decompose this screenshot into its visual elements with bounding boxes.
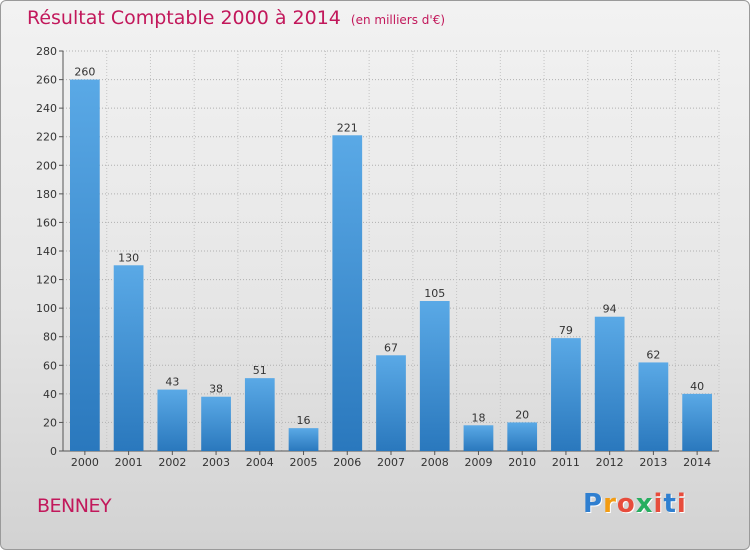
x-tick-label-2000: 2000 [71,456,99,469]
x-tick-label-2003: 2003 [202,456,230,469]
logo-letter: r [603,489,617,519]
data-label-2007: 67 [384,341,398,354]
x-tick-label-2008: 2008 [421,456,449,469]
bar-2002 [157,389,188,451]
proxiti-logo: Proxiti [583,489,687,519]
data-label-2000: 260 [74,66,95,79]
y-tick-label: 40 [43,388,57,401]
data-label-2014: 40 [690,380,704,393]
data-label-2012: 94 [603,303,617,316]
x-tick-label-2006: 2006 [333,456,361,469]
y-tick-label: 60 [43,359,57,372]
x-tick-label-2005: 2005 [290,456,318,469]
commune-name: BENNEY [37,495,112,517]
data-label-2013: 62 [646,348,660,361]
bar-2007 [376,355,406,451]
title-text: Résultat Comptable 2000 à 2014 [27,7,341,29]
bar-2009 [463,425,494,451]
data-label-2009: 18 [471,411,485,424]
x-tick-label-2002: 2002 [158,456,186,469]
x-tick-label-2013: 2013 [639,456,667,469]
y-tick-label: 80 [43,331,57,344]
x-tick-label-2010: 2010 [508,456,536,469]
logo-letter: i [676,489,687,519]
data-label-2004: 51 [253,364,267,377]
bar-2014 [682,393,713,451]
logo-letter: t [663,489,677,519]
data-label-2003: 38 [209,383,223,396]
data-label-2008: 105 [424,287,445,300]
logo-letter: o [616,489,636,519]
y-tick-label: 160 [36,216,57,229]
logo-letter: P [583,489,604,519]
bar-2013 [638,362,669,451]
y-tick-label: 100 [36,302,57,315]
data-label-2002: 43 [165,376,179,389]
y-tick-label: 140 [36,245,57,258]
x-tick-label-2009: 2009 [464,456,492,469]
y-tick-label: 0 [50,445,57,458]
y-tick-label: 220 [36,131,57,144]
y-tick-label: 240 [36,102,57,115]
bar-2005 [288,428,319,451]
logo-letter: i [653,489,664,519]
chart-title: Résultat Comptable 2000 à 2014 (en millie… [27,7,445,29]
bar-2001 [113,265,144,451]
x-tick-label-2011: 2011 [552,456,580,469]
bar-2006 [332,135,363,452]
y-tick-label: 280 [36,45,57,58]
data-label-2010: 20 [515,408,529,421]
logo-letter: x [635,489,654,519]
data-label-2001: 130 [118,251,139,264]
y-tick-label: 120 [36,274,57,287]
x-tick-label-2007: 2007 [377,456,405,469]
y-tick-label: 260 [36,74,57,87]
bar-2004 [244,378,275,451]
y-tick-label: 180 [36,188,57,201]
x-tick-label-2012: 2012 [596,456,624,469]
x-tick-label-2001: 2001 [115,456,143,469]
bar-2000 [69,79,100,452]
chart-subtitle: (en milliers d'€) [350,13,446,27]
x-tick-label-2004: 2004 [246,456,274,469]
data-label-2005: 16 [297,414,311,427]
bar-2008 [419,301,450,451]
x-tick-label-2014: 2014 [683,456,711,469]
y-tick-label: 200 [36,159,57,172]
y-tick-label: 20 [43,416,57,429]
bar-2011 [551,338,581,451]
data-label-2006: 221 [337,121,358,134]
data-label-2011: 79 [559,324,573,337]
bar-2003 [201,396,231,451]
bar-2010 [507,422,538,451]
bar-2012 [594,316,625,451]
